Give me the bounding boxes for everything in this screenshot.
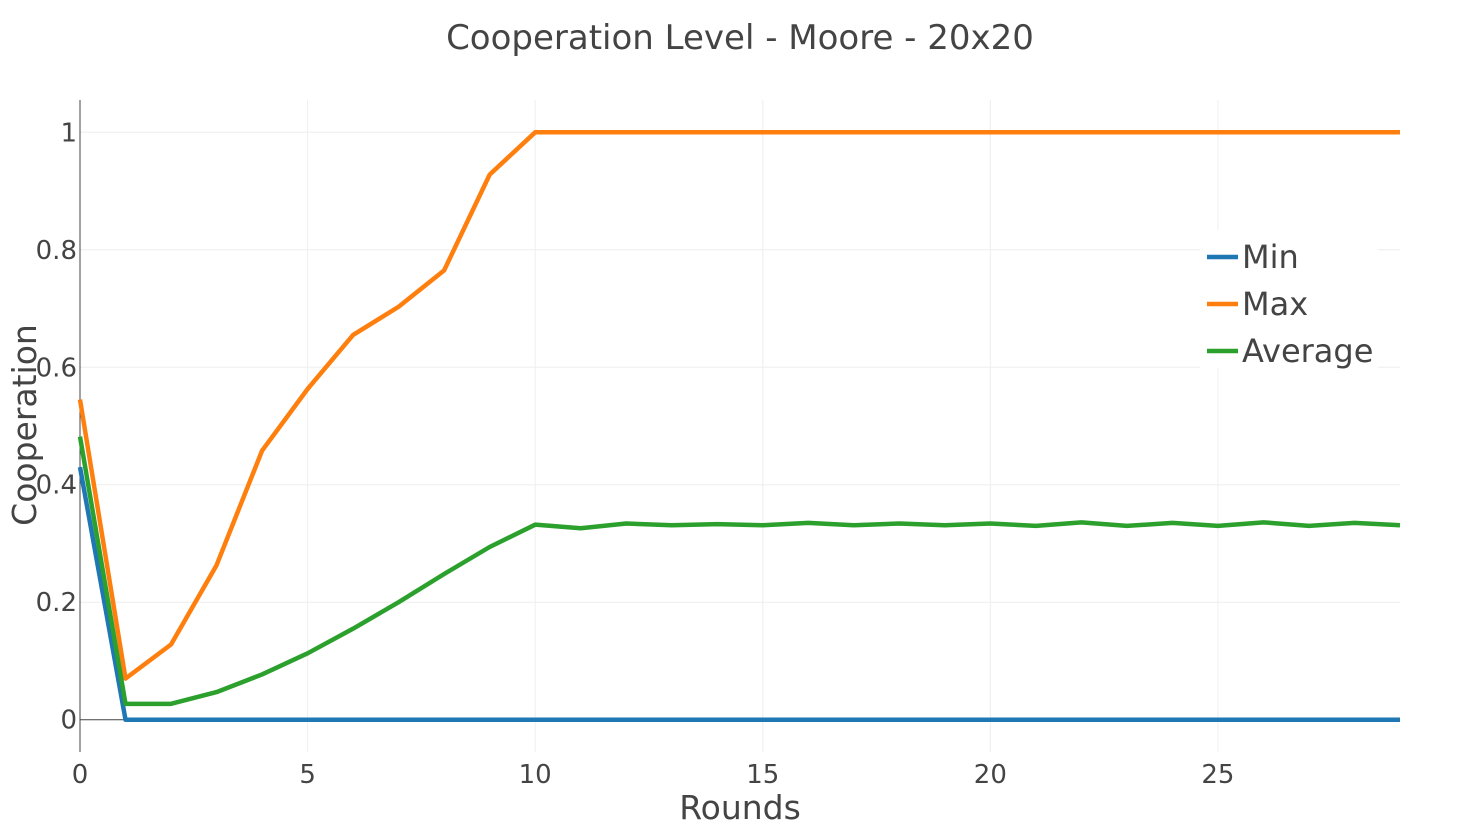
y-tick-label: 0.6 [36, 353, 77, 383]
x-tick-label: 10 [519, 760, 552, 790]
chart-title: Cooperation Level - Moore - 20x20 [446, 18, 1034, 58]
x-tick-label: 25 [1201, 760, 1234, 790]
series-line-average [77, 436, 1401, 707]
legend-label-min: Min [1242, 238, 1299, 276]
x-axis-title: Rounds [679, 788, 801, 827]
y-tick-label: 0.4 [36, 471, 77, 501]
y-tick-label: 1 [60, 118, 77, 148]
series-lines [77, 130, 1401, 722]
y-axis-title: Cooperation [5, 324, 44, 526]
series-line-max [77, 130, 1400, 681]
tick-labels: 0 5 10 15 20 25 0 0.2 0.4 0.6 0.8 1 [36, 118, 1235, 790]
legend-background [1200, 230, 1378, 368]
legend-label-average: Average [1242, 332, 1373, 370]
legend: Min Max Average [1200, 230, 1378, 370]
y-tick-label: 0.8 [36, 236, 77, 266]
x-tick-label: 20 [974, 760, 1007, 790]
x-tick-label: 5 [299, 760, 316, 790]
legend-label-max: Max [1242, 285, 1308, 323]
y-tick-label: 0 [60, 706, 77, 736]
series-line-min [77, 466, 1400, 722]
y-tick-label: 0.2 [36, 588, 77, 618]
x-tick-label: 15 [746, 760, 779, 790]
x-tick-label: 0 [72, 760, 89, 790]
